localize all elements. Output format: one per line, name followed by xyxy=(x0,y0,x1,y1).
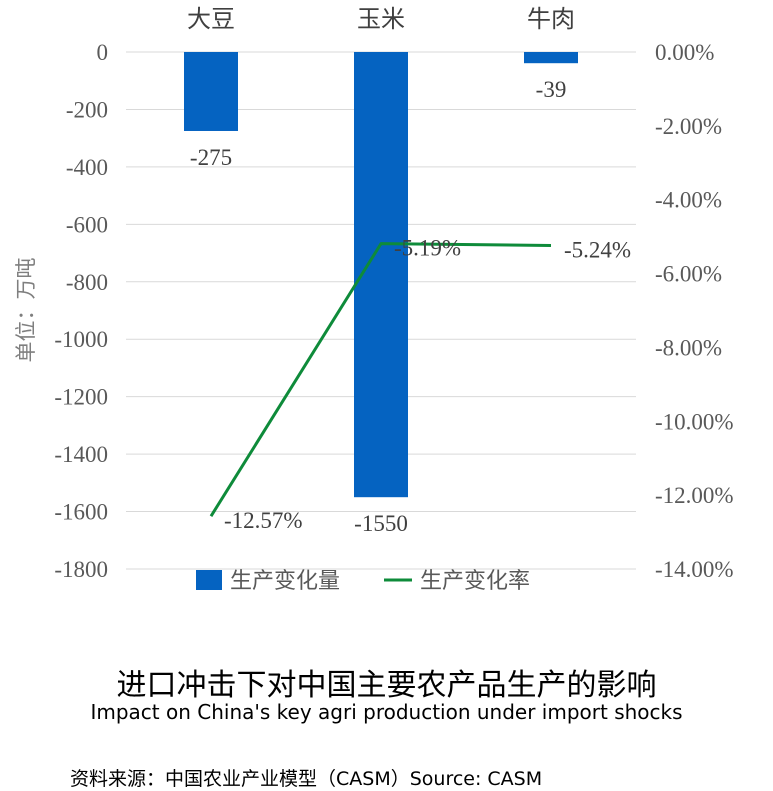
y-tick-label: -1400 xyxy=(54,442,108,467)
bar-data-label: -275 xyxy=(190,145,232,170)
y-tick-label: -1800 xyxy=(54,557,108,582)
line-data-label: -12.57% xyxy=(224,508,303,533)
bar-data-label: -39 xyxy=(536,77,567,102)
y-tick-label: -1200 xyxy=(54,385,108,410)
line-series-path xyxy=(209,242,552,517)
bar xyxy=(184,52,238,131)
line-data-label: -5.24% xyxy=(564,238,631,263)
y-tick-label: -1000 xyxy=(54,327,108,352)
legend-label-line: 生产变化率 xyxy=(420,569,530,594)
source-note: 资料来源：中国农业产业模型（CASM）Source: CASM xyxy=(70,768,543,790)
y2-tick-label: -8.00% xyxy=(655,335,722,360)
caption-title-zh: 进口冲击下对中国主要农产品生产的影响 xyxy=(116,668,657,703)
y-tick-label: -800 xyxy=(66,270,108,295)
y-tick-label: -400 xyxy=(66,155,108,180)
category-label: 玉米 xyxy=(357,5,405,33)
line-series: -12.57% -5.19% -5.24% xyxy=(209,236,631,533)
caption-title-en: Impact on China's key agri production un… xyxy=(90,700,683,724)
category-label: 大豆 xyxy=(187,5,235,33)
bar-data-label: -1550 xyxy=(354,511,408,536)
y2-tick-label: -2.00% xyxy=(655,114,722,139)
y2-tick-label: -12.00% xyxy=(655,483,734,508)
y2-tick-label: -4.00% xyxy=(655,188,722,213)
y2-tick-label: -14.00% xyxy=(655,557,734,582)
category-labels: 大豆 玉米 牛肉 xyxy=(187,5,575,33)
left-axis-ticks: 0 -200 -400 -600 -800 -1000 -1200 -1400 -1600 -18… xyxy=(54,40,108,582)
y-axis-title: 单位：万吨 xyxy=(14,258,38,363)
category-label: 牛肉 xyxy=(527,5,575,33)
y2-tick-label: -10.00% xyxy=(655,409,734,434)
y2-tick-label: 0.00% xyxy=(655,40,714,65)
chart: 0 -200 -400 -600 -800 -1000 -1200 -1400 -1600 -18… xyxy=(14,5,734,594)
bar xyxy=(524,52,578,64)
legend-swatch-bar xyxy=(196,570,222,590)
legend-label-bar: 生产变化量 xyxy=(230,569,340,594)
y-tick-label: -200 xyxy=(66,97,108,122)
line-data-label: -5.19% xyxy=(394,236,461,261)
y-tick-label: -1600 xyxy=(54,500,108,525)
right-axis-ticks: 0.00% -2.00% -4.00% -6.00% -8.00% -10.00% -12.… xyxy=(655,40,734,582)
y2-tick-label: -6.00% xyxy=(655,262,722,287)
y-tick-label: 0 xyxy=(97,40,109,65)
y-tick-label: -600 xyxy=(66,212,108,237)
legend: 生产变化量 生产变化率 xyxy=(196,569,530,594)
